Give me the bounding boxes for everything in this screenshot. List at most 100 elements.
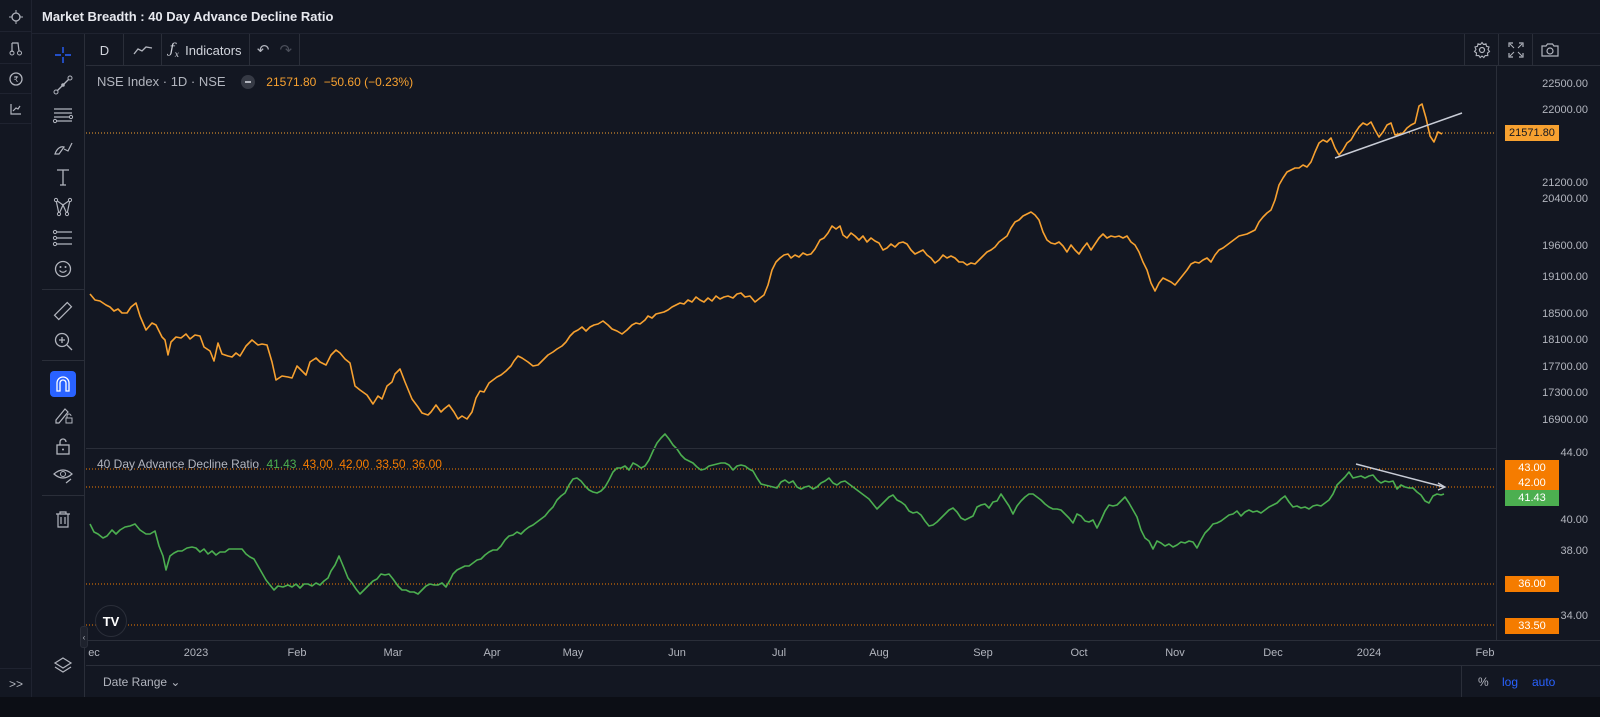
level-value: 36.00 — [411, 457, 442, 471]
toolbar-divider — [42, 495, 85, 496]
level-43-badge: 43.00 — [1505, 460, 1559, 476]
fx-icon: ƒx — [169, 41, 180, 59]
axis-tick: 18500.00 — [1542, 308, 1588, 320]
axis-tick: 38.00 — [1560, 545, 1588, 557]
time-axis-label: Apr — [483, 647, 501, 659]
time-axis-label: Nov — [1165, 647, 1185, 659]
window-title: Market Breadth : 40 Day Advance Decline … — [42, 9, 334, 24]
emoji-tool-icon[interactable] — [50, 256, 76, 282]
crosshair-tool-icon[interactable] — [50, 42, 76, 68]
axis-tick: 19100.00 — [1542, 271, 1588, 283]
pattern-tool-icon[interactable] — [50, 194, 76, 220]
screenshot-button[interactable] — [1532, 34, 1566, 66]
indicator-name[interactable]: 40 Day Advance Decline Ratio — [97, 457, 260, 471]
price-axis[interactable]: 22500.00 22000.00 21200.00 20400.00 1960… — [1496, 66, 1600, 640]
axis-tick: 21200.00 — [1542, 177, 1588, 189]
time-axis-label: Mar — [383, 647, 403, 659]
current-value-badge: 41.43 — [1505, 490, 1559, 506]
last-price-badge: 21571.80 — [1505, 125, 1559, 141]
time-axis-label: Feb — [287, 647, 307, 659]
chart-type-button[interactable] — [124, 34, 162, 66]
last-price: 21571.80 — [266, 75, 317, 89]
indicator-value: 41.43 — [266, 457, 297, 471]
indicator-legend: 40 Day Advance Decline Ratio 41.43 43.00… — [97, 457, 442, 471]
price-change: −50.60 (−0.23%) — [323, 75, 414, 89]
main-legend: NSE Index · 1D · NSE 21571.80 −50.60 (−0… — [97, 74, 413, 89]
line-chart-icon — [132, 46, 152, 55]
magnet-mode-icon[interactable] — [50, 371, 76, 397]
price-series-line — [89, 103, 1443, 420]
fullscreen-icon — [1507, 42, 1524, 58]
anchor-icon[interactable] — [0, 34, 32, 64]
time-axis-label: 2023 — [183, 647, 209, 659]
trash-icon[interactable] — [50, 506, 76, 532]
object-tree-layers-icon[interactable] — [50, 653, 76, 679]
indicators-button[interactable]: ƒx Indicators — [162, 34, 250, 66]
log-toggle[interactable]: log — [1502, 675, 1519, 689]
expand-sidebar-button[interactable]: >> — [0, 668, 32, 698]
axis-tick: 20400.00 — [1542, 193, 1588, 205]
far-left-rail: ₹ >> — [0, 0, 32, 717]
axis-tick: 44.00 — [1560, 447, 1588, 459]
time-axis-label: Aug — [869, 647, 889, 659]
axis-tick: 19600.00 — [1542, 240, 1588, 252]
crosshair-target-icon[interactable] — [0, 2, 32, 32]
axis-tick: 18100.00 — [1542, 334, 1588, 346]
chart-icon[interactable] — [0, 94, 32, 124]
time-axis-label: Jun — [668, 647, 686, 659]
axis-tick: 22000.00 — [1542, 104, 1588, 116]
trend-line-tool-icon[interactable] — [50, 72, 76, 98]
brush-tool-icon[interactable] — [50, 133, 76, 159]
symbol-label[interactable]: NSE Index · 1D · NSE — [97, 74, 226, 89]
zoom-in-tool-icon[interactable] — [50, 328, 76, 354]
adr-series-line — [89, 433, 1445, 595]
level-33-5-badge: 33.50 — [1505, 618, 1559, 634]
time-axis-label: May — [562, 647, 584, 659]
gear-icon — [1473, 41, 1490, 59]
level-42-badge: 42.00 — [1505, 475, 1559, 491]
collapse-legend-icon[interactable] — [240, 75, 255, 89]
axis-tick: 40.00 — [1560, 514, 1588, 526]
rupee-icon[interactable]: ₹ — [0, 64, 32, 94]
ruler-tool-icon[interactable] — [50, 298, 76, 324]
fullscreen-button[interactable] — [1498, 34, 1532, 66]
date-range-button[interactable]: Date Range ⌄ — [103, 675, 181, 689]
svg-text:₹: ₹ — [13, 75, 18, 84]
undo-icon[interactable]: ↶ — [256, 42, 270, 59]
indicators-label: Indicators — [185, 42, 242, 58]
axis-tick: 17700.00 — [1542, 361, 1588, 373]
hide-drawings-eye-icon[interactable] — [50, 462, 76, 488]
interval-button[interactable]: D — [86, 34, 124, 66]
settings-button[interactable] — [1464, 34, 1498, 66]
toolbar-divider — [42, 360, 85, 361]
toolbar-divider — [42, 289, 85, 290]
chart-toolbar: D ƒx Indicators ↶ ↷ — [86, 34, 1600, 66]
percent-toggle[interactable]: % — [1478, 675, 1489, 689]
level-36-badge: 36.00 — [1505, 576, 1559, 592]
time-axis-label: ec — [88, 647, 100, 659]
falling-trendline[interactable] — [1355, 463, 1445, 488]
collapse-toolbar-button[interactable]: ‹ — [80, 626, 88, 648]
prediction-tool-icon[interactable] — [50, 225, 76, 251]
rising-trendline[interactable] — [1334, 112, 1463, 159]
time-axis-label: Dec — [1263, 647, 1283, 659]
chart-canvas[interactable] — [86, 66, 1496, 640]
tradingview-logo[interactable]: TV — [95, 605, 127, 637]
auto-toggle[interactable]: auto — [1532, 675, 1556, 689]
time-axis[interactable]: ec 2023 Feb Mar Apr May Jun Jul Aug Sep Oct Nov Dec 2… — [86, 640, 1600, 665]
level-value: 33.50 — [375, 457, 406, 471]
lock-all-icon[interactable] — [50, 433, 76, 459]
bottom-divider — [1461, 666, 1462, 698]
lock-drawings-pencil-icon[interactable] — [50, 402, 76, 428]
fib-lines-tool-icon[interactable] — [50, 102, 76, 128]
text-tool-icon[interactable] — [50, 164, 76, 190]
time-axis-label: Sep — [973, 647, 993, 659]
undo-redo-group: ↶ ↷ — [250, 34, 300, 66]
title-bar: Market Breadth : 40 Day Advance Decline … — [0, 0, 1600, 34]
redo-icon[interactable]: ↷ — [279, 42, 293, 59]
pane-separator[interactable] — [86, 448, 1600, 449]
axis-tick: 34.00 — [1560, 610, 1588, 622]
drawing-toolbar — [42, 34, 85, 697]
